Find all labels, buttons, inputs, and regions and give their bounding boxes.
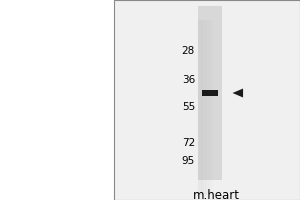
Text: m.heart: m.heart (193, 189, 239, 200)
Bar (210, 20, 212, 194)
Bar (208, 20, 210, 194)
Bar (200, 20, 201, 194)
Bar (201, 20, 203, 194)
Bar (202, 90, 218, 96)
Text: 28: 28 (182, 46, 195, 56)
Bar (207, 20, 208, 194)
Text: 55: 55 (182, 102, 195, 112)
Bar (205, 20, 206, 194)
Bar (114, 0, 300, 200)
Bar (198, 20, 200, 194)
Text: 36: 36 (182, 75, 195, 85)
Bar (203, 20, 205, 194)
Text: 72: 72 (182, 138, 195, 148)
Text: 95: 95 (182, 156, 195, 166)
Polygon shape (232, 89, 243, 97)
Bar (198, 6, 222, 180)
